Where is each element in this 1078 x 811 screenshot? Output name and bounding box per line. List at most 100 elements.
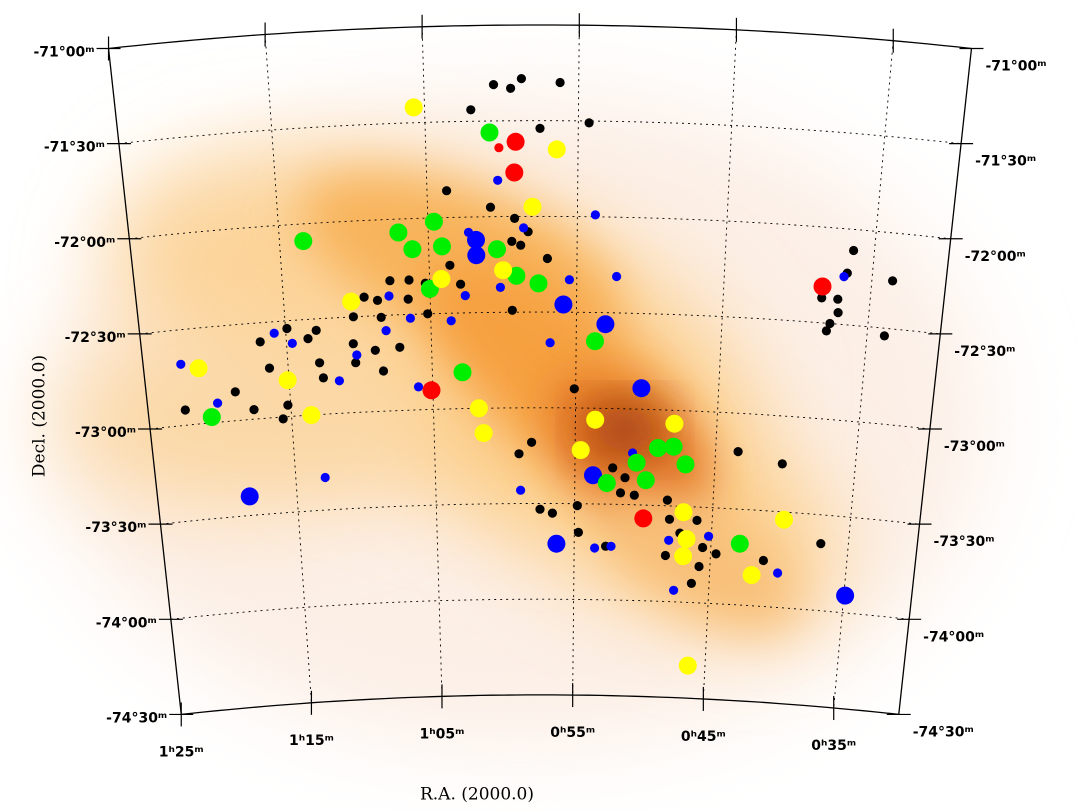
source-point [447, 316, 456, 325]
source-point [632, 379, 650, 397]
x-tick-label: 1ʰ05ᵐ [420, 726, 465, 742]
source-point [535, 505, 544, 514]
source-point [514, 449, 523, 458]
source-point [265, 364, 274, 373]
source-point [423, 309, 432, 318]
source-point [778, 459, 787, 468]
source-point [181, 405, 190, 414]
source-point [389, 224, 407, 242]
source-point [677, 455, 695, 473]
source-point [585, 118, 594, 127]
source-point [176, 360, 185, 369]
y-tick-label: -74°30ᵐ [913, 724, 974, 740]
source-point [377, 313, 386, 322]
y-tick-label: -73°00ᵐ [944, 439, 1005, 455]
source-point [433, 237, 451, 255]
source-point [554, 296, 572, 314]
source-point [664, 536, 673, 545]
source-point [556, 78, 565, 87]
source-point [598, 474, 616, 492]
source-point [620, 473, 629, 482]
source-point [574, 528, 583, 537]
source-point [516, 486, 525, 495]
source-point [637, 471, 655, 489]
source-point [694, 562, 703, 571]
source-point [241, 487, 259, 505]
source-point [467, 246, 485, 264]
source-point [470, 399, 488, 417]
source-point [249, 405, 258, 414]
source-point [734, 447, 743, 456]
source-point [404, 295, 413, 304]
source-point [282, 324, 291, 333]
source-point [546, 338, 555, 347]
source-point [352, 350, 361, 359]
source-point [679, 657, 697, 675]
y-tick-label: -73°30ᵐ [85, 520, 146, 536]
source-point [704, 532, 713, 541]
source-point [335, 376, 344, 385]
source-point [524, 198, 542, 216]
source-point [303, 334, 312, 343]
source-point [349, 312, 358, 321]
y-axis-title: Decl. (2000.0) [30, 355, 50, 477]
source-point [288, 339, 297, 348]
source-point [508, 306, 517, 315]
source-point [256, 337, 265, 346]
frame-edge [109, 25, 972, 49]
source-point [493, 176, 502, 185]
source-point [816, 539, 825, 548]
source-point [403, 240, 421, 258]
y-tick-label: -73°30ᵐ [934, 534, 995, 550]
source-point [371, 346, 380, 355]
source-point [775, 511, 793, 529]
source-point [628, 454, 646, 472]
y-tick-label: -74°00ᵐ [923, 629, 984, 645]
source-point [543, 254, 552, 263]
source-point [456, 280, 465, 289]
source-point [665, 438, 683, 456]
source-point [573, 501, 582, 510]
source-point [834, 308, 843, 317]
source-point [833, 295, 842, 304]
source-point [373, 296, 382, 305]
source-point [432, 270, 450, 288]
y-tick-label: -72°30ᵐ [954, 344, 1015, 360]
source-point [548, 140, 566, 158]
source-point [461, 291, 470, 300]
source-point [661, 551, 670, 560]
x-tick-label: 0ʰ55ᵐ [550, 725, 595, 741]
source-point [570, 384, 579, 393]
source-point [616, 488, 625, 497]
source-point [283, 401, 292, 410]
source-point [527, 438, 536, 447]
source-point [596, 315, 614, 333]
source-point [591, 210, 600, 219]
source-point [279, 371, 297, 389]
source-point [698, 543, 707, 552]
source-point [674, 547, 692, 565]
source-point [535, 124, 544, 133]
source-point [466, 105, 475, 114]
nebula-background [50, 85, 990, 750]
source-point [530, 274, 548, 292]
source-point [382, 326, 391, 335]
source-point [663, 496, 672, 505]
source-point [711, 549, 720, 558]
source-point [342, 293, 360, 311]
source-point [675, 503, 693, 521]
source-point [454, 363, 472, 381]
y-tick-label: -72°30ᵐ [65, 330, 126, 346]
source-point [319, 373, 328, 382]
x-tick-label: 1ʰ15ᵐ [289, 733, 334, 749]
source-point [880, 331, 889, 340]
source-point [414, 382, 423, 391]
source-point [839, 272, 848, 281]
sky-map: -71°00ᵐ-71°00ᵐ-71°30ᵐ-71°30ᵐ-72°00ᵐ-72°0… [0, 0, 1078, 811]
source-point [773, 568, 782, 577]
source-point [507, 237, 516, 246]
source-point [486, 203, 495, 212]
source-point [489, 80, 498, 89]
source-point [849, 246, 858, 255]
y-tick-label: -74°30ᵐ [106, 710, 167, 726]
